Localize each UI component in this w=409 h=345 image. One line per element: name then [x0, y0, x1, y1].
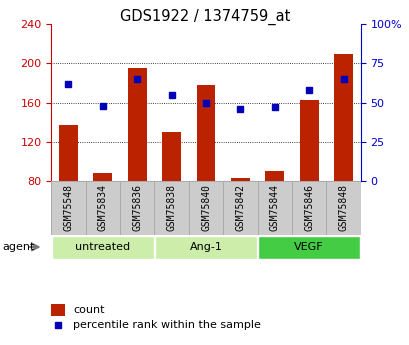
Bar: [52, 236, 153, 259]
Text: GSM75548: GSM75548: [63, 184, 73, 231]
Text: GSM75838: GSM75838: [166, 184, 176, 231]
Bar: [222, 181, 257, 235]
Text: count: count: [73, 305, 104, 315]
Bar: [85, 181, 120, 235]
Text: GSM75842: GSM75842: [235, 184, 245, 231]
Bar: [128, 68, 146, 181]
Text: GSM75840: GSM75840: [200, 184, 211, 231]
Bar: [299, 100, 318, 181]
Text: GSM75836: GSM75836: [132, 184, 142, 231]
Text: untreated: untreated: [75, 242, 130, 252]
Text: agent: agent: [2, 242, 34, 252]
Bar: [196, 85, 215, 181]
Text: percentile rank within the sample: percentile rank within the sample: [73, 320, 260, 330]
Text: GDS1922 / 1374759_at: GDS1922 / 1374759_at: [119, 9, 290, 25]
Bar: [291, 181, 326, 235]
Bar: [120, 181, 154, 235]
Bar: [326, 181, 360, 235]
Bar: [258, 236, 359, 259]
Bar: [51, 181, 85, 235]
Bar: [162, 132, 181, 181]
Bar: [230, 178, 249, 181]
Bar: [59, 125, 78, 181]
Bar: [265, 171, 283, 181]
Bar: [154, 181, 189, 235]
Text: GSM75834: GSM75834: [98, 184, 108, 231]
Bar: [93, 173, 112, 181]
Text: GSM75844: GSM75844: [269, 184, 279, 231]
Bar: [155, 236, 256, 259]
Bar: [189, 181, 222, 235]
Text: GSM75848: GSM75848: [338, 184, 348, 231]
Text: Ang-1: Ang-1: [189, 242, 222, 252]
Bar: [51, 304, 65, 316]
Text: VEGF: VEGF: [294, 242, 323, 252]
Bar: [257, 181, 291, 235]
Text: GSM75846: GSM75846: [303, 184, 313, 231]
Bar: [333, 53, 352, 181]
